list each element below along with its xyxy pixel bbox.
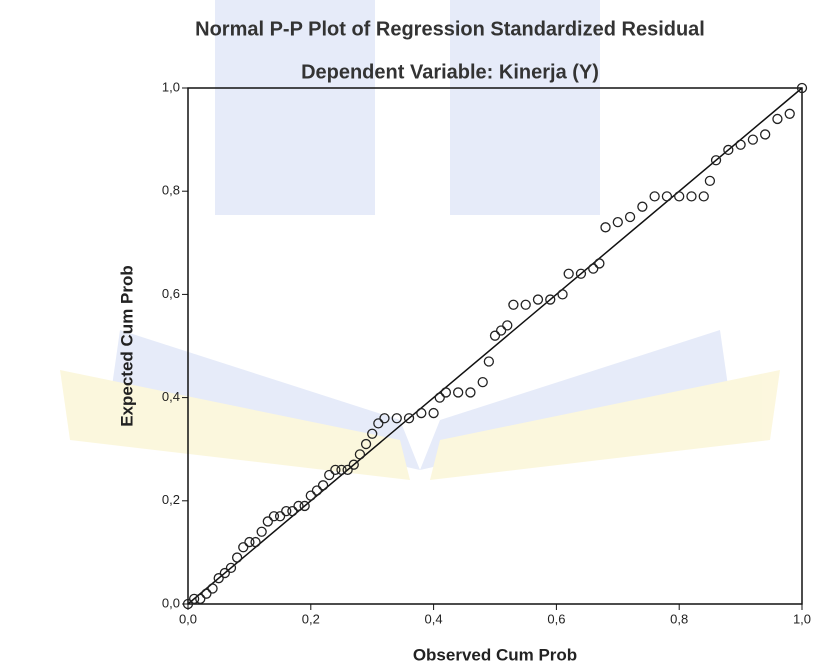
point [324,469,335,481]
point [588,263,599,274]
point [723,144,734,156]
point [336,464,347,475]
point [330,464,341,475]
point [477,376,488,388]
point [502,320,513,331]
point [342,464,353,475]
y-tick-label: 0,2 [162,492,180,507]
point [747,134,759,145]
point [575,268,587,279]
point [281,505,292,517]
point [698,191,709,202]
point [219,567,230,579]
point [201,588,212,599]
x-tick-label: 0,2 [302,611,320,626]
point [348,459,359,470]
point [231,552,243,563]
point [293,500,304,512]
point [735,139,746,150]
point [674,191,685,202]
point [545,294,556,305]
point [594,258,605,269]
point [317,480,329,491]
point [495,325,507,336]
point [360,438,372,450]
point [238,542,249,553]
x-tick-label: 0,6 [547,611,565,626]
point [489,330,501,341]
point [686,191,697,202]
point [428,407,439,419]
y-tick-label: 0,6 [162,286,180,301]
point [379,413,390,424]
chart-subtitle: Dependent Variable: Kinerja (Y) [301,61,599,83]
x-axis-label: Observed Cum Prob [413,645,577,664]
chart-title: Normal P-P Plot of Regression Standardiz… [195,18,705,40]
point [311,485,323,496]
point [268,511,280,522]
point [483,356,495,367]
point [354,449,366,460]
x-tick-label: 1,0 [793,611,811,626]
point [600,222,611,233]
point [649,191,660,202]
point [195,593,206,604]
point [391,413,402,424]
point [373,418,384,429]
point [704,175,716,187]
point [299,500,310,512]
point [453,387,464,398]
point [796,82,808,94]
point [440,387,452,398]
point [624,211,636,223]
point [256,526,267,537]
point [508,299,519,310]
point [367,428,378,439]
point [188,593,200,604]
y-tick-label: 0,4 [162,389,180,404]
x-tick-label: 0,4 [425,611,443,626]
point [213,573,224,584]
y-tick-label: 0,0 [162,595,180,610]
point [465,387,476,398]
point [612,217,623,228]
point [403,413,415,424]
point [760,129,771,140]
point [532,294,544,305]
reference-line [187,87,803,605]
point [207,583,218,594]
point [250,536,261,548]
plot-frame [187,87,803,605]
point [772,113,783,125]
point [434,392,445,403]
x-tick-label: 0,8 [670,611,688,626]
y-tick-label: 1,0 [162,79,180,94]
point [520,299,531,310]
point [244,536,255,548]
point [225,562,237,574]
y-tick-label: 0,8 [162,183,180,198]
point [661,191,673,202]
x-tick-label: 0,0 [179,611,197,626]
point [557,289,568,300]
point [416,407,427,419]
y-axis-label: Expected Cum Prob [117,265,136,427]
point [637,201,648,212]
watermark [60,0,780,480]
point [262,516,273,527]
point [710,155,722,166]
point [563,268,574,279]
point [274,511,286,522]
point [784,108,795,119]
point [182,598,194,610]
point [305,490,316,501]
point [287,505,298,517]
